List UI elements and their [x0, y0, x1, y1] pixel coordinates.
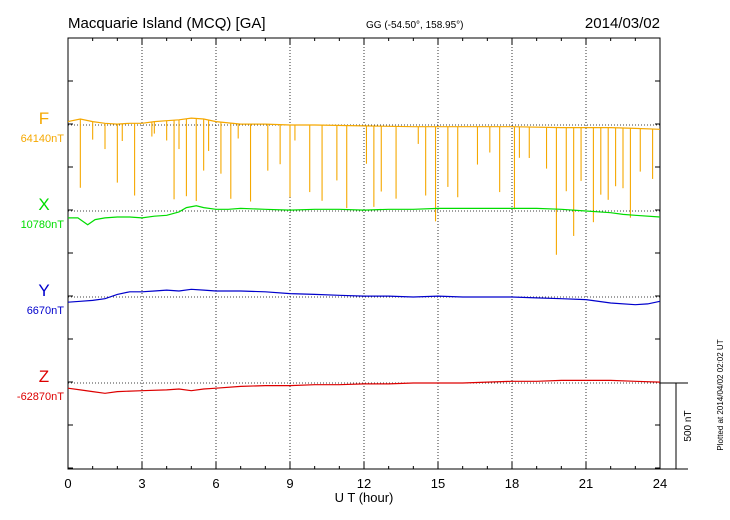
series-name-y: Y: [38, 281, 49, 300]
x-tick-label: 9: [286, 476, 293, 491]
baseline-label-f: 64140nT: [21, 133, 65, 145]
series-layer: [67, 117, 661, 394]
x-axis-label: U T (hour): [335, 490, 394, 505]
x-tick-label: 0: [64, 476, 71, 491]
grid-lines: [141, 38, 587, 469]
x-tick-label: 6: [212, 476, 219, 491]
series-line-f: [67, 117, 661, 130]
station-coordinates: GG (-54.50°, 158.95°): [366, 20, 464, 31]
x-tick-label: 15: [431, 476, 445, 491]
axis-ticks: [67, 38, 661, 469]
baseline-label-y: 6670nT: [27, 305, 65, 317]
x-tick-label: 3: [138, 476, 145, 491]
x-tick-label: 24: [653, 476, 667, 491]
scale-bar-label: 500 nT: [683, 410, 694, 441]
series-labels: F 64140nT X 10780nT Y 6670nT Z -62870nT: [17, 109, 64, 403]
series-name-f: F: [39, 109, 49, 128]
series-name-x: X: [38, 195, 49, 214]
baseline-label-z: -62870nT: [17, 391, 64, 403]
series-line-y: [67, 288, 661, 306]
x-tick-label: 18: [505, 476, 519, 491]
x-tick-labels: 0 3 6 9 12 15 18 21 24: [64, 476, 667, 491]
baseline-label-x: 10780nT: [21, 219, 65, 231]
series-name-z: Z: [39, 367, 49, 386]
chart-date: 2014/03/02: [585, 15, 660, 32]
chart-title: Macquarie Island (MCQ) [GA]: [68, 15, 266, 32]
scale-bar: 500 nT: [660, 382, 694, 470]
x-tick-label: 21: [579, 476, 593, 491]
x-tick-label: 12: [357, 476, 371, 491]
series-line-x: [68, 205, 661, 226]
series-line-z: [67, 379, 661, 394]
plotted-timestamp: Plotted at 2014/04/02 02:02 UT: [716, 339, 725, 450]
